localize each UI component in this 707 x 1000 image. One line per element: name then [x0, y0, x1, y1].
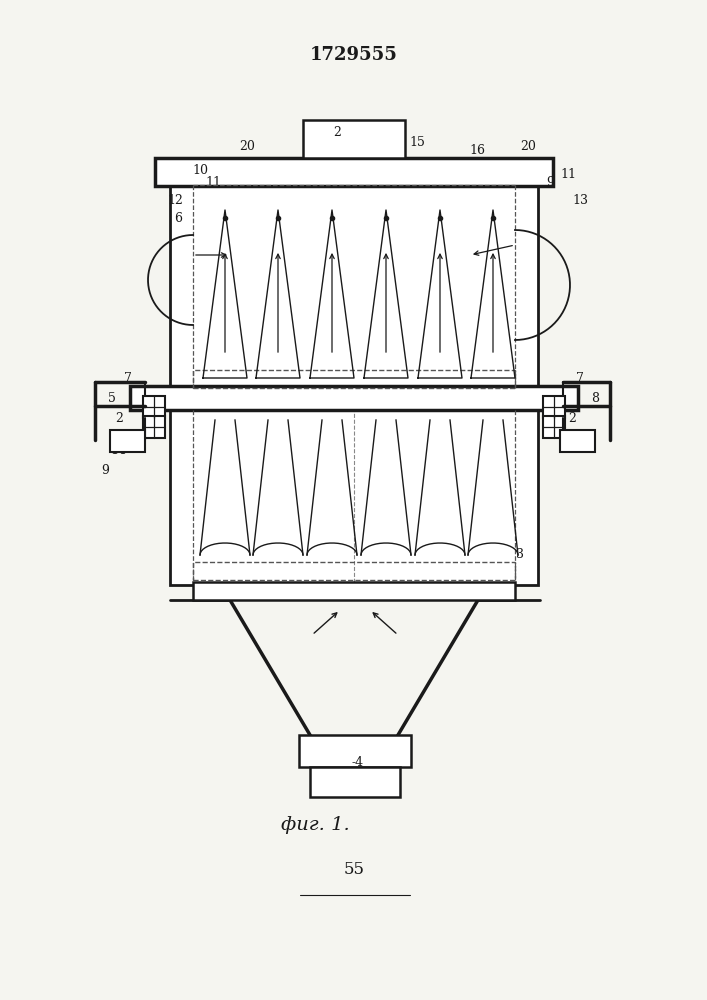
Text: 16: 16 — [469, 143, 485, 156]
Text: 7: 7 — [576, 371, 584, 384]
Bar — [110, 430, 145, 452]
Text: 20: 20 — [520, 140, 536, 153]
Bar — [303, 120, 405, 158]
Text: 7: 7 — [124, 371, 132, 384]
Polygon shape — [364, 210, 408, 378]
Text: 1: 1 — [578, 434, 586, 446]
Bar — [543, 416, 565, 438]
Text: 1729555: 1729555 — [310, 46, 398, 64]
Polygon shape — [471, 210, 515, 378]
Bar — [143, 396, 165, 418]
Bar — [193, 582, 515, 600]
Text: 20: 20 — [239, 140, 255, 153]
Text: 3: 3 — [516, 548, 524, 562]
Text: 5: 5 — [108, 391, 116, 404]
Text: 13: 13 — [572, 194, 588, 207]
Text: 14: 14 — [110, 444, 126, 456]
Text: 8: 8 — [591, 391, 599, 404]
Bar — [193, 370, 515, 388]
Bar — [310, 767, 400, 797]
Polygon shape — [256, 210, 300, 378]
Bar — [143, 416, 165, 438]
Bar — [193, 562, 515, 580]
Text: 9: 9 — [546, 176, 554, 190]
Polygon shape — [418, 210, 462, 378]
Bar — [543, 396, 565, 418]
Bar — [155, 158, 553, 186]
Text: 12: 12 — [167, 194, 183, 207]
Text: 10: 10 — [192, 163, 208, 176]
Polygon shape — [203, 210, 247, 378]
Bar — [130, 386, 578, 410]
Text: 6: 6 — [174, 212, 182, 225]
Text: 11: 11 — [560, 168, 576, 182]
Text: 15: 15 — [409, 136, 425, 149]
Text: 11: 11 — [205, 176, 221, 190]
Text: 2: 2 — [333, 126, 341, 139]
Text: 55: 55 — [344, 861, 365, 879]
Text: 2: 2 — [568, 412, 576, 424]
Bar — [170, 410, 538, 585]
Text: -4: -4 — [352, 756, 364, 768]
Text: 9: 9 — [101, 464, 109, 477]
Text: фиг. 1.: фиг. 1. — [281, 816, 349, 834]
Bar — [170, 186, 538, 388]
Polygon shape — [310, 210, 354, 378]
Bar — [560, 430, 595, 452]
Text: 2: 2 — [115, 412, 123, 424]
Bar — [299, 735, 411, 767]
